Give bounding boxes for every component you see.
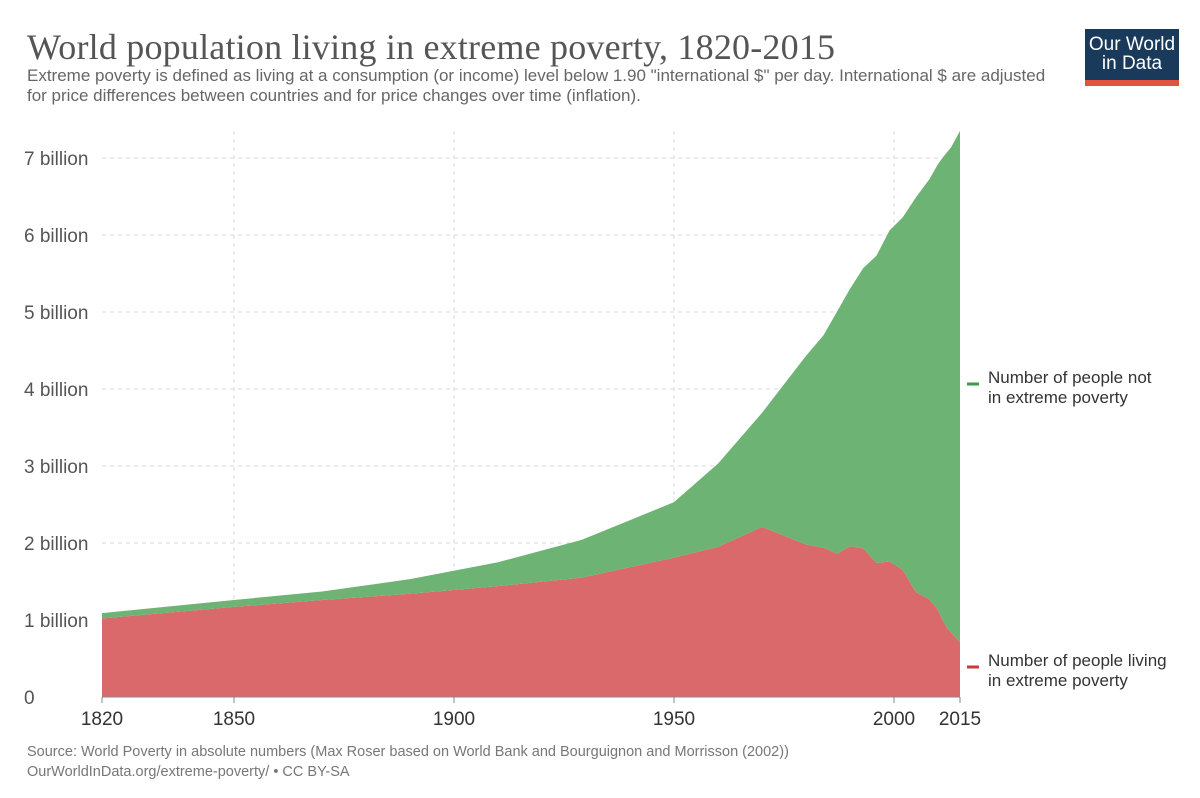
logo-line-2: in Data	[1101, 53, 1163, 74]
license-line[interactable]: OurWorldInData.org/extreme-poverty/ • CC…	[27, 764, 350, 780]
legend-poverty-label: Number of people living	[988, 651, 1167, 670]
chart-subtitle: Extreme poverty is defined as living at …	[27, 66, 1046, 105]
y-tick-label: 6 billion	[24, 226, 88, 247]
chart-title: World population living in extreme pover…	[27, 27, 836, 67]
y-tick-label: 7 billion	[24, 149, 88, 170]
legend-not-poverty-label: Number of people not	[988, 368, 1152, 387]
source-note: Source: World Poverty in absolute number…	[27, 742, 789, 782]
legend-poverty-label: in extreme poverty	[988, 671, 1128, 690]
x-tick-label: 1900	[433, 709, 475, 730]
x-tick-label: 1950	[653, 709, 695, 730]
x-tick-label: 2015	[939, 709, 981, 730]
y-tick-label: 5 billion	[24, 303, 88, 324]
y-tick-label: 2 billion	[24, 534, 88, 555]
x-tick-label: 2000	[873, 709, 915, 730]
x-tick-label: 1820	[81, 709, 123, 730]
source-line: Source: World Poverty in absolute number…	[27, 744, 789, 760]
area-not-extreme-poverty	[102, 131, 960, 643]
logo-accent-bar	[1085, 80, 1179, 86]
y-tick-label: 1 billion	[24, 611, 88, 632]
y-tick-label: 0	[24, 688, 35, 709]
x-tick-label: 1850	[213, 709, 255, 730]
y-tick-label: 4 billion	[24, 380, 88, 401]
owid-logo[interactable]: Our World in Data	[1085, 29, 1179, 86]
legend-poverty-marker	[967, 665, 979, 669]
legend-not-poverty-marker	[967, 382, 979, 386]
y-tick-label: 3 billion	[24, 457, 88, 478]
logo-line-1: Our World	[1088, 34, 1176, 55]
area-extreme-poverty	[102, 526, 960, 697]
legend-not-poverty-label: in extreme poverty	[988, 388, 1128, 407]
